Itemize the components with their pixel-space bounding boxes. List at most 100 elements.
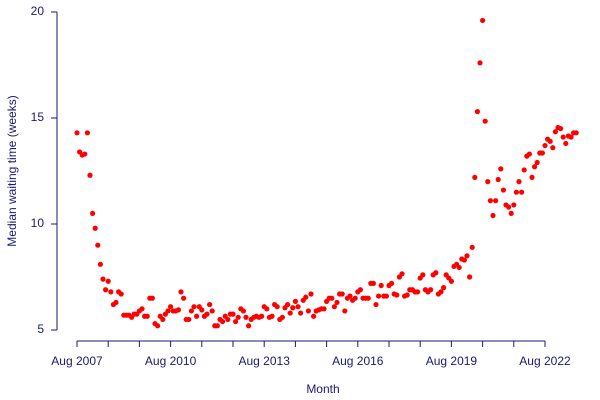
point [188,308,194,314]
x-tick-label: Aug 2022 [519,354,571,368]
point [467,274,473,280]
point [178,289,184,295]
point [243,314,249,320]
point [469,244,475,250]
point [378,282,384,289]
point [186,316,192,323]
point [482,118,488,124]
point [329,295,335,301]
point [474,109,480,115]
point [519,189,525,195]
point [108,289,114,295]
point [321,306,327,312]
point [404,292,410,298]
y-tick-label: 5 [37,322,44,336]
point [279,314,285,320]
point [560,134,566,140]
point [376,293,382,299]
point [508,210,514,217]
point [295,304,301,310]
point [97,261,103,267]
point [498,166,504,172]
point [428,287,434,293]
point [194,313,200,319]
x-tick-label: Aug 2019 [426,354,478,368]
point [82,151,88,157]
point [103,287,109,293]
point [292,298,298,304]
y-tick-label: 10 [31,216,45,230]
point [105,278,111,284]
point [477,60,483,66]
point [290,305,296,311]
point [373,301,379,308]
point [225,316,231,323]
point [175,307,181,313]
point [165,308,171,314]
point [220,318,226,325]
point [365,295,371,301]
point [480,17,486,24]
point [90,210,96,217]
point [339,291,345,297]
point [331,304,337,310]
point [511,202,517,208]
point [461,257,467,263]
point [516,179,522,185]
point [144,313,150,319]
point [493,198,499,204]
point [209,308,215,314]
point [74,130,80,136]
point [303,294,309,300]
point [160,316,166,323]
point [500,187,506,193]
point [441,285,447,291]
point [181,295,187,301]
point [342,308,348,314]
point [438,289,444,295]
point [298,310,304,316]
x-axis-label: Month [306,382,339,396]
point [487,198,493,204]
point [207,301,213,308]
point [550,145,556,151]
point [357,287,363,293]
point [334,299,340,306]
point [506,204,512,210]
point [305,308,311,314]
point [383,293,389,299]
point [539,150,546,156]
x-tick-label: Aug 2013 [239,354,291,368]
point [235,314,241,320]
point [521,167,527,173]
point [529,174,535,180]
point [526,151,533,157]
point [233,318,239,325]
point [389,280,395,286]
point [269,313,275,319]
x-tick-label: Aug 2010 [145,354,197,368]
point [264,306,270,312]
point [394,292,400,298]
point [563,140,569,147]
point [399,271,405,277]
point [246,323,252,329]
point [230,311,236,317]
point [113,299,119,306]
y-axis-label: Median waiting time (weeks) [5,95,19,246]
point [420,272,426,278]
point [204,311,210,317]
point [532,164,538,170]
x-tick-label: Aug 2007 [51,354,103,368]
point [464,253,470,259]
point [568,134,574,140]
point [352,295,358,301]
point [274,304,280,310]
point [95,242,101,248]
point [240,308,246,314]
point [214,323,220,329]
point [87,172,93,178]
point [149,295,155,301]
point [490,212,496,219]
